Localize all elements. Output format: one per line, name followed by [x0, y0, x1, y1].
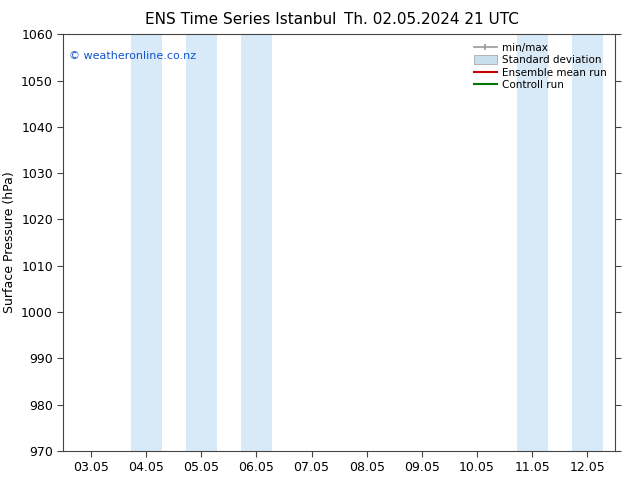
Text: © weatheronline.co.nz: © weatheronline.co.nz: [69, 51, 196, 61]
Text: ENS Time Series Istanbul: ENS Time Series Istanbul: [145, 12, 337, 27]
Text: Th. 02.05.2024 21 UTC: Th. 02.05.2024 21 UTC: [344, 12, 519, 27]
Bar: [186, 34, 217, 451]
Y-axis label: Surface Pressure (hPa): Surface Pressure (hPa): [3, 172, 16, 314]
Bar: [572, 34, 603, 451]
Bar: [131, 34, 162, 451]
Legend: min/max, Standard deviation, Ensemble mean run, Controll run: min/max, Standard deviation, Ensemble me…: [470, 40, 610, 94]
Bar: [241, 34, 272, 451]
Bar: [517, 34, 548, 451]
